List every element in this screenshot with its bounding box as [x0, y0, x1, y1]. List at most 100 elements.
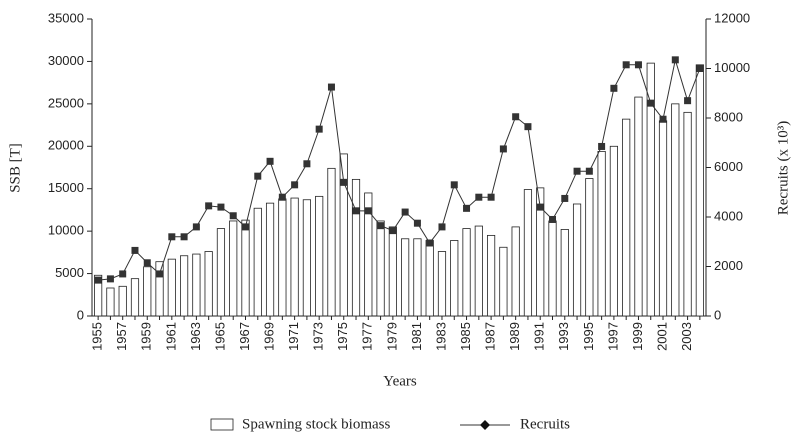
line-marker [377, 222, 385, 230]
y-axis-label: SSB [T] [7, 143, 23, 193]
y2-tick-label: 6000 [714, 159, 743, 174]
line-marker [684, 97, 692, 105]
line-marker [131, 246, 139, 254]
line-marker [156, 270, 164, 278]
x-tick-label: 1959 [139, 322, 154, 351]
x-tick-label: 2001 [654, 322, 669, 351]
x-tick-label: 1973 [311, 322, 326, 351]
line-marker [303, 160, 311, 168]
line-marker [413, 219, 421, 227]
bar [364, 192, 373, 317]
line-marker [634, 61, 642, 69]
line-marker [475, 193, 483, 201]
y2-axis-label: Recruits (x 10³) [775, 121, 791, 215]
bar [536, 187, 545, 317]
bar [634, 96, 643, 317]
line-marker [254, 172, 262, 180]
bar [450, 240, 459, 317]
line-marker [119, 270, 127, 278]
bar [351, 178, 361, 317]
legend-label: Recruits [520, 416, 570, 432]
x-tick-label: 1957 [114, 322, 129, 351]
legend-marker [480, 420, 490, 430]
bar [339, 153, 348, 317]
bar [548, 220, 557, 317]
x-tick-label: 1987 [483, 322, 498, 351]
line-marker [573, 167, 581, 175]
bar [290, 197, 299, 317]
bar [192, 253, 201, 317]
x-axis-label: Years [383, 373, 417, 389]
line-marker [450, 181, 458, 189]
y-tick-label: 30000 [48, 53, 84, 68]
bar [487, 234, 496, 317]
bar [437, 251, 447, 317]
bar [462, 228, 471, 317]
y-tick-label: 15000 [48, 180, 84, 195]
bar [315, 195, 324, 317]
bar [511, 226, 520, 317]
x-tick-label: 1991 [532, 322, 547, 351]
line-marker [217, 203, 225, 211]
line-marker [438, 223, 446, 231]
bar [106, 287, 115, 317]
y-tick-label: 25000 [48, 95, 84, 110]
line-marker [168, 233, 176, 241]
x-tick-label: 1963 [188, 322, 203, 351]
bar [94, 274, 103, 317]
line-marker [180, 233, 188, 241]
bar [413, 238, 422, 317]
bar [130, 278, 140, 317]
y2-tick-label: 2000 [714, 258, 743, 273]
bar [143, 266, 152, 317]
x-tick-label: 1965 [212, 322, 227, 351]
bar [118, 285, 127, 317]
y2-tick-label: 12000 [714, 10, 750, 25]
line-marker [561, 194, 569, 202]
x-tick-label: 1971 [286, 322, 301, 351]
line-marker [106, 275, 114, 283]
line-marker [143, 259, 151, 267]
legend-swatch [210, 418, 234, 431]
line-marker [549, 215, 556, 223]
bar [609, 145, 618, 317]
line-marker [659, 115, 667, 123]
y2-tick-label: 4000 [714, 208, 743, 223]
line-marker [426, 239, 434, 247]
x-tick-label: 1955 [90, 322, 105, 351]
bar [253, 207, 262, 317]
x-tick-label: 1985 [458, 322, 473, 351]
x-tick-label: 1967 [237, 322, 252, 351]
line-marker [524, 123, 532, 131]
line-marker [389, 227, 397, 235]
bar [597, 150, 606, 317]
y2-tick-label: 0 [714, 307, 721, 322]
y2-tick-label: 8000 [714, 109, 743, 124]
line [98, 59, 701, 281]
x-tick-label: 2003 [679, 322, 694, 351]
bar [646, 62, 655, 317]
line-marker [340, 178, 348, 186]
x-tick-label: 1993 [556, 322, 571, 351]
line-marker [622, 61, 630, 69]
x-tick-label: 1995 [581, 322, 596, 351]
bar [683, 111, 692, 317]
y-tick-label: 20000 [48, 138, 84, 153]
line-marker [598, 142, 606, 150]
bar [155, 261, 164, 317]
line-marker [585, 167, 593, 175]
x-tick-label: 1969 [261, 322, 276, 351]
bar [327, 167, 336, 317]
bar [585, 178, 594, 317]
bar [265, 202, 275, 317]
bar [388, 226, 397, 317]
line-marker [536, 203, 544, 211]
bar [622, 118, 631, 317]
line-marker [364, 207, 372, 215]
y-tick-label: 0 [77, 307, 84, 322]
x-tick-label: 1961 [163, 322, 178, 351]
line-marker [487, 193, 495, 201]
line-marker [401, 208, 409, 216]
